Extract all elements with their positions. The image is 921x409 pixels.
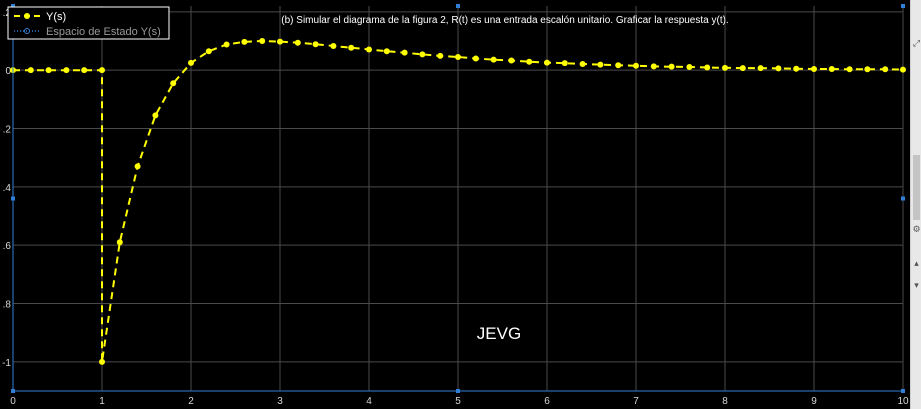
y-tick-label: .2 <box>3 125 12 136</box>
vertical-scrollbar[interactable]: ⤢ ⚙ ▴ ▾ <box>910 0 921 409</box>
data-point <box>277 38 283 45</box>
y-tick-label: 0 <box>5 66 11 77</box>
data-point <box>330 42 337 49</box>
data-point <box>668 63 675 70</box>
x-tick-label: 3 <box>277 396 283 407</box>
data-point <box>704 64 711 71</box>
x-tick-label: 0 <box>10 396 16 407</box>
data-point <box>205 48 212 55</box>
chart-title: (b) Simular el diagrama de la figura 2, … <box>281 15 728 26</box>
data-point <box>561 60 568 67</box>
data-point <box>828 66 835 72</box>
data-point <box>366 46 372 53</box>
x-tick-label: 2 <box>188 396 194 407</box>
chart-annotation-jevg: JEVG <box>477 324 521 343</box>
data-point <box>864 66 871 73</box>
data-point <box>348 44 355 51</box>
legend-label-state-space: Espacio de Estado Y(s) <box>46 26 161 38</box>
x-tick-label: 10 <box>897 396 909 407</box>
y-tick-label: .4 <box>3 183 12 194</box>
data-point <box>152 112 159 119</box>
chevron-up-icon[interactable]: ▴ <box>914 259 919 269</box>
y-tick-label: .2 <box>3 8 12 19</box>
data-point <box>900 66 906 73</box>
data-point <box>526 58 533 65</box>
legend-box <box>7 6 170 40</box>
x-tick-label: 8 <box>722 396 728 407</box>
y-tick-label: -1 <box>2 358 11 369</box>
data-point <box>134 163 141 170</box>
x-tick-label: 7 <box>633 396 639 407</box>
data-point <box>775 65 782 72</box>
expand-icon[interactable]: ⤢ <box>912 39 921 49</box>
data-point <box>383 48 390 55</box>
selection-handle[interactable] <box>901 4 905 8</box>
data-point <box>312 41 319 48</box>
series-line-0 <box>13 39 904 362</box>
data-point <box>811 66 817 72</box>
x-tick-label: 1 <box>99 396 105 407</box>
y-tick-label: .6 <box>3 241 12 252</box>
data-point <box>757 65 764 72</box>
data-point <box>455 54 461 61</box>
data-point <box>99 67 105 74</box>
legend[interactable]: Y(s) Espacio de Estado Y(s) <box>7 6 170 40</box>
data-point <box>63 67 70 74</box>
data-point <box>81 67 88 74</box>
chevron-down-icon[interactable]: ▾ <box>914 281 919 291</box>
data-point <box>793 65 800 72</box>
x-tick-label: 4 <box>366 396 372 407</box>
selection-handle[interactable] <box>901 196 905 201</box>
x-tick-label: 9 <box>811 396 817 407</box>
data-point <box>45 67 52 74</box>
data-point <box>846 66 853 73</box>
data-point <box>401 49 408 56</box>
tool-icon[interactable]: ⚙ <box>912 225 921 235</box>
data-point <box>544 59 550 66</box>
data-point <box>579 61 586 68</box>
data-point <box>490 56 497 63</box>
data-point <box>170 80 177 87</box>
data-point <box>99 358 105 365</box>
scrollbar-thumb[interactable] <box>913 155 920 220</box>
data-point <box>722 64 728 71</box>
data-point <box>294 39 301 46</box>
data-point <box>686 63 693 70</box>
data-point <box>882 66 889 73</box>
x-tick-label: 5 <box>455 396 461 407</box>
data-point <box>615 62 622 69</box>
data-point <box>419 51 426 58</box>
data-point <box>472 55 479 62</box>
data-point <box>597 61 604 68</box>
data-point <box>508 57 515 64</box>
selection-handle[interactable] <box>456 4 460 8</box>
legend-marker-ys <box>24 13 30 19</box>
data-point <box>739 65 746 72</box>
data-point <box>116 239 123 246</box>
data-point <box>223 41 230 48</box>
data-point <box>633 62 639 69</box>
legend-marker-state-space <box>24 28 30 34</box>
data-point <box>27 67 34 74</box>
data-point <box>437 52 444 59</box>
data-point <box>259 38 266 44</box>
data-point <box>241 38 248 45</box>
y-tick-label: .8 <box>3 300 12 311</box>
data-point <box>650 63 657 70</box>
legend-label-ys: Y(s) <box>46 11 66 23</box>
x-tick-label: 6 <box>544 396 550 407</box>
data-point <box>188 59 194 66</box>
